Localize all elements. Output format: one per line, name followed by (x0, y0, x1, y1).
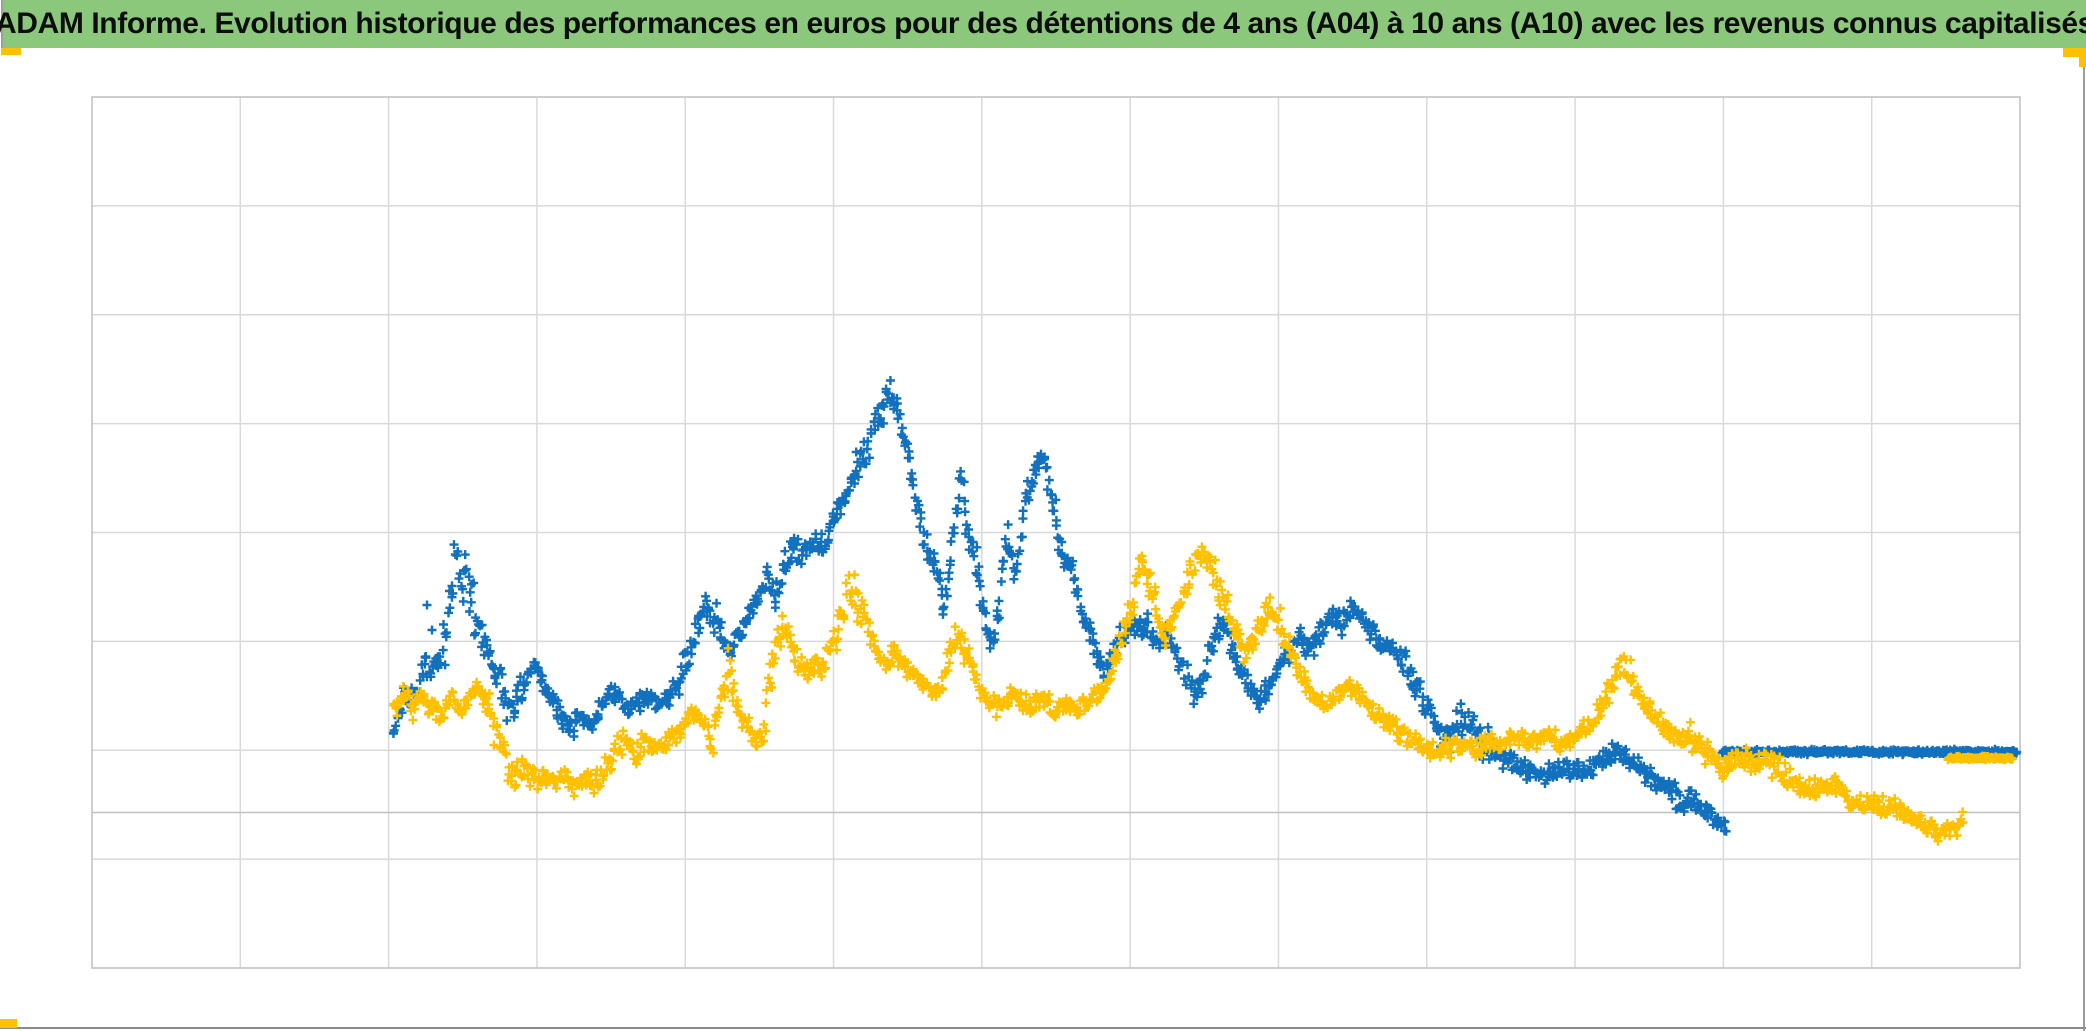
bottom-edge-line (0, 1027, 2086, 1029)
left-edge-line (1, 0, 3, 53)
chart-title: ADAM Informe. Evolution historique des p… (0, 7, 2086, 40)
yellow-accent-bottom-left (0, 1019, 17, 1028)
series-yellow (389, 542, 2017, 846)
gridlines (92, 97, 2020, 968)
plot-border (91, 96, 2021, 969)
right-edge-line (2083, 55, 2085, 1031)
yellow-accent-top-right-vertical (2079, 48, 2086, 67)
chart-title-bar: ADAM Informe. Evolution historique des p… (0, 0, 2086, 48)
yellow-accent-top-right-horizontal (2063, 48, 2086, 57)
yellow-accent-top-left (1, 48, 21, 55)
